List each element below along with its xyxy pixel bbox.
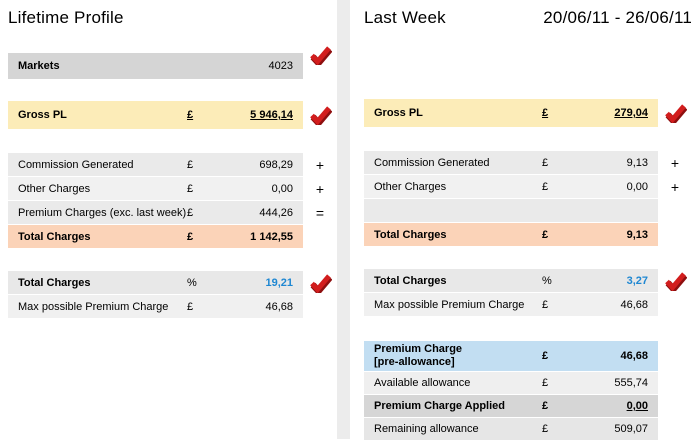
other-charges-currency: £	[542, 180, 549, 193]
gross-pl-row: Gross PL £ 5 946,14	[8, 101, 337, 130]
pre-allowance-currency: £	[542, 350, 549, 362]
commission-currency: £	[542, 156, 549, 169]
page-title: Lifetime Profile	[8, 8, 124, 27]
remaining-allowance-currency: £	[542, 423, 549, 435]
premium-applied-label: Premium Charge Applied	[374, 400, 506, 412]
max-premium-row: Max possible Premium Charge £ 46,68	[8, 295, 337, 319]
other-charges-label: Other Charges	[18, 182, 91, 195]
total-charges-currency: £	[542, 228, 549, 241]
markets-row: Markets 4023	[8, 30, 337, 80]
total-charges-value: 1 142,55	[250, 230, 293, 243]
table-row: Other Charges £ 0,00 +	[364, 175, 697, 199]
total-charges-value: 9,13	[626, 228, 648, 241]
pre-allowance-value: 46,68	[620, 350, 648, 362]
available-allowance-label: Available allowance	[374, 377, 471, 389]
total-charges-pct-label: Total Charges	[18, 276, 91, 289]
premium-applied-currency: £	[542, 400, 549, 412]
premium-charge-pre-allowance-row: Premium Charge [pre-allowance] £ 46,68	[364, 341, 697, 372]
total-charges-currency: £	[187, 230, 194, 243]
gross-pl-currency: £	[187, 109, 194, 121]
commission-currency: £	[187, 158, 194, 171]
total-charges-pct-row: Total Charges % 19,21	[8, 271, 337, 295]
markets-count: 4023	[268, 60, 293, 72]
last-week-header: Last Week 20/06/11 - 26/06/11	[364, 8, 692, 30]
other-charges-value: 0,00	[626, 180, 648, 193]
available-allowance-value: 555,74	[614, 377, 648, 389]
max-premium-label: Max possible Premium Charge	[18, 300, 169, 313]
total-charges-pct-value: 3,27	[626, 274, 648, 287]
lifetime-profile-header: Lifetime Profile	[8, 8, 344, 30]
lifetime-profile-panel: Lifetime Profile Markets 4023 Gross PL £…	[0, 0, 337, 319]
summary-table: Total Charges % 19,21 Max possible Premi…	[8, 271, 337, 319]
plus-operator: +	[670, 179, 680, 195]
total-charges-label: Total Charges	[18, 230, 91, 243]
date-range: 20/06/11 - 26/06/11	[543, 8, 692, 27]
commission-label: Commission Generated	[18, 158, 134, 171]
max-premium-currency: £	[187, 300, 194, 313]
percent-sign: %	[542, 274, 552, 287]
premium-charges-label: Premium Charges (exc. last week)	[18, 206, 187, 219]
last-week-panel: Last Week 20/06/11 - 26/06/11 Gross PL £…	[350, 0, 697, 441]
premium-charges-value: 444,26	[259, 206, 293, 219]
summary-table: Total Charges % 3,27 Max possible Premiu…	[364, 269, 697, 317]
other-charges-value: 0,00	[271, 182, 293, 195]
checkmark-icon	[303, 106, 337, 125]
markets-label: Markets	[18, 60, 60, 72]
table-row: Other Charges £ 0,00 +	[8, 177, 337, 201]
gross-pl-label: Gross PL	[374, 107, 423, 119]
premium-charges-currency: £	[187, 206, 194, 219]
available-allowance-row: Available allowance £ 555,74	[364, 372, 697, 395]
checkmark-icon	[303, 45, 337, 65]
gross-pl-currency: £	[542, 107, 549, 119]
checkmark-icon	[658, 271, 692, 291]
checkmark-icon	[658, 104, 692, 123]
pre-allowance-label-line2: [pre-allowance]	[374, 356, 455, 368]
total-charges-row: Total Charges £ 9,13	[364, 223, 697, 247]
plus-operator: +	[315, 157, 325, 173]
table-row: Premium Charges (exc. last week) £ 444,2…	[8, 201, 337, 225]
other-charges-label: Other Charges	[374, 180, 447, 193]
table-row: Commission Generated £ 698,29 +	[8, 153, 337, 177]
pre-allowance-label: Premium Charge [pre-allowance]	[374, 343, 542, 369]
available-allowance-currency: £	[542, 377, 549, 389]
panel-divider	[337, 0, 350, 439]
charges-table: Commission Generated £ 698,29 + Other Ch…	[8, 153, 337, 249]
remaining-allowance-row: Remaining allowance £ 509,07	[364, 418, 697, 441]
remaining-allowance-value: 509,07	[614, 423, 648, 435]
max-premium-row: Max possible Premium Charge £ 46,68	[364, 293, 697, 317]
max-premium-label: Max possible Premium Charge	[374, 298, 525, 311]
max-premium-currency: £	[542, 298, 549, 311]
percent-sign: %	[187, 276, 197, 289]
plus-operator: +	[670, 155, 680, 171]
panel-title: Last Week	[364, 8, 446, 27]
total-charges-pct-row: Total Charges % 3,27	[364, 269, 697, 293]
table-row: Commission Generated £ 9,13 +	[364, 151, 697, 175]
plus-operator: +	[315, 181, 325, 197]
remaining-allowance-label: Remaining allowance	[374, 423, 479, 435]
gross-pl-value: 5 946,14	[250, 109, 293, 121]
commission-value: 698,29	[259, 158, 293, 171]
total-charges-pct-label: Total Charges	[374, 274, 447, 287]
gross-pl-label: Gross PL	[18, 109, 67, 121]
gross-pl-value: 279,04	[614, 107, 648, 119]
max-premium-value: 46,68	[265, 300, 293, 313]
gross-pl-row: Gross PL £ 279,04	[364, 99, 697, 128]
commission-value: 9,13	[626, 156, 648, 169]
total-charges-row: Total Charges £ 1 142,55	[8, 225, 337, 249]
total-charges-label: Total Charges	[374, 228, 447, 241]
charges-table: Commission Generated £ 9,13 + Other Char…	[364, 151, 697, 247]
allowance-table: Premium Charge [pre-allowance] £ 46,68 Av…	[364, 341, 697, 441]
max-premium-value: 46,68	[620, 298, 648, 311]
total-charges-pct-value: 19,21	[265, 276, 293, 289]
checkmark-icon	[303, 273, 337, 293]
other-charges-currency: £	[187, 182, 194, 195]
pre-allowance-label-line1: Premium Charge	[374, 343, 463, 355]
premium-charge-applied-row: Premium Charge Applied £ 0,00	[364, 395, 697, 418]
premium-applied-value: 0,00	[626, 400, 648, 412]
equals-operator: =	[315, 205, 325, 221]
table-row-empty	[364, 199, 697, 223]
commission-label: Commission Generated	[374, 156, 490, 169]
